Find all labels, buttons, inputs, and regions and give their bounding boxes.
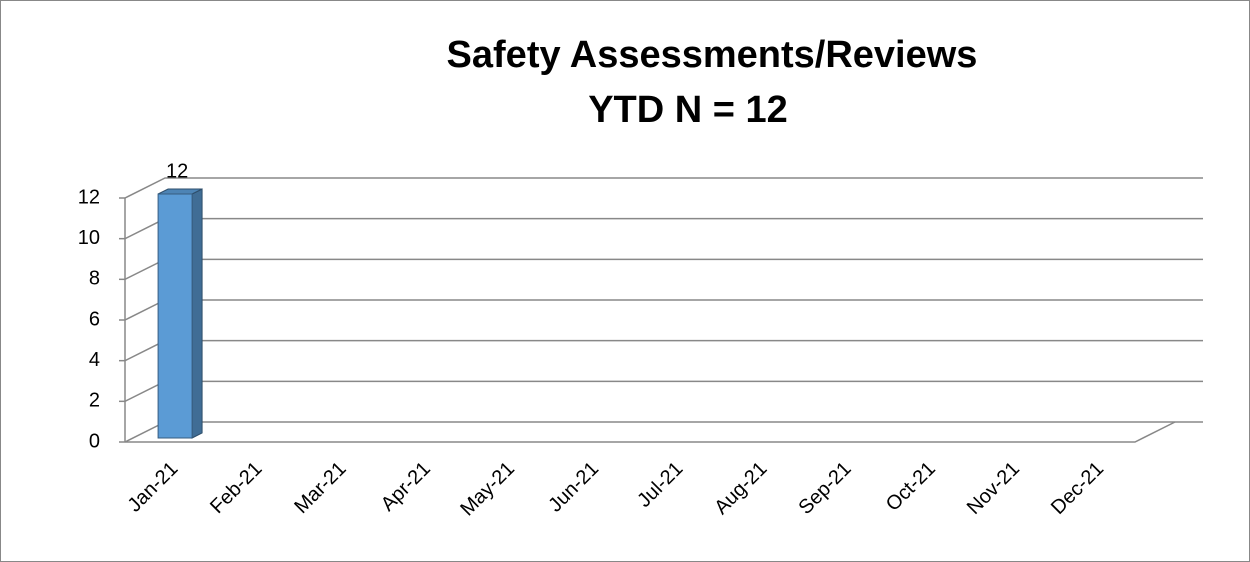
y-tick-label: 4 (89, 349, 100, 371)
bar (157, 188, 203, 439)
bar-front (157, 193, 193, 439)
y-tick-label: 10 (78, 227, 100, 249)
chart-subtitle: YTD N = 12 (588, 89, 788, 131)
y-tick-label: 2 (89, 390, 100, 412)
data-label: 12 (166, 160, 188, 182)
y-tick-label: 12 (78, 186, 100, 208)
y-tick-label: 6 (89, 308, 100, 330)
bar-side (191, 188, 203, 439)
grid-line (124, 177, 1203, 199)
y-tick-label: 8 (89, 268, 100, 290)
y-tick-label: 0 (89, 430, 100, 452)
floor (125, 421, 1176, 443)
chart-title: Safety Assessments/Reviews (447, 34, 978, 76)
